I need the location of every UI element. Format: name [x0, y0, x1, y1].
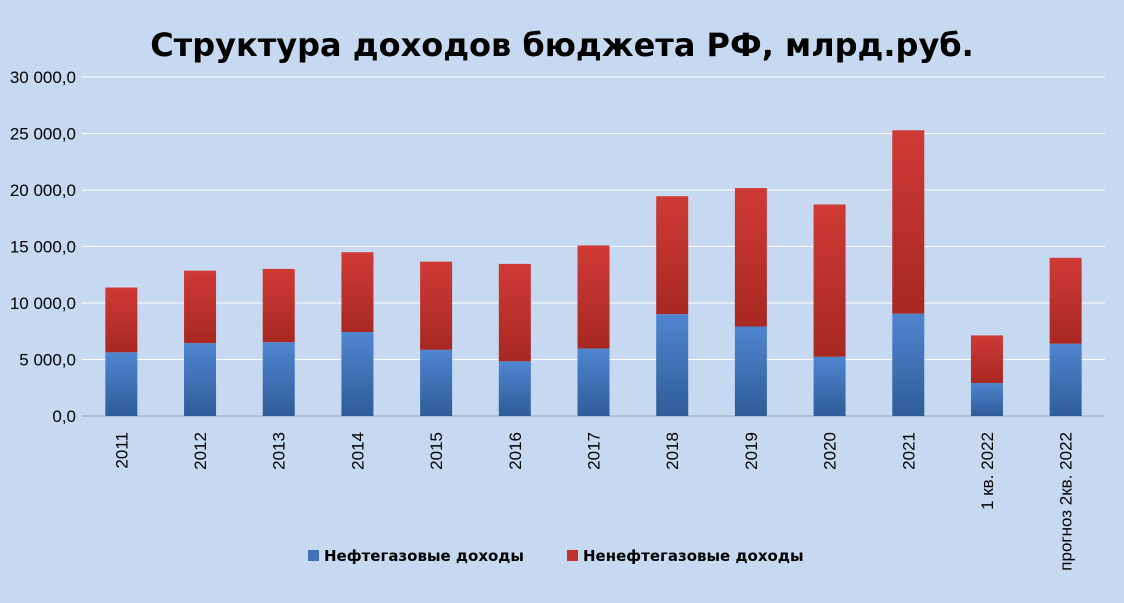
x-tick-label: 2014 — [348, 432, 367, 470]
bar-segment-oil-gas — [184, 343, 217, 416]
bar-segment-oil-gas — [498, 361, 531, 416]
bar-segment-oil-gas — [262, 342, 295, 416]
y-tick-label: 10 000,0 — [10, 294, 76, 313]
x-tick-label: 2020 — [821, 432, 840, 470]
bar-segment-non-oil-gas — [498, 263, 531, 362]
y-tick-label: 0,0 — [52, 407, 76, 426]
bar-segment-oil-gas — [420, 349, 453, 416]
x-tick-label: 2012 — [191, 432, 210, 470]
y-tick-label: 15 000,0 — [10, 238, 76, 257]
x-tick-label: 2021 — [899, 432, 918, 470]
x-tick-label: 2019 — [742, 432, 761, 470]
bar-segment-oil-gas — [105, 352, 138, 416]
x-tick-label: прогноз 2кв. 2022 — [1057, 432, 1076, 571]
y-tick-label: 5 000,0 — [19, 351, 76, 370]
y-tick-label: 20 000,0 — [10, 181, 76, 200]
bar-segment-non-oil-gas — [813, 204, 846, 357]
bar-segment-non-oil-gas — [892, 130, 925, 314]
bar-segment-oil-gas — [656, 314, 689, 416]
bars — [105, 130, 1082, 416]
bar-segment-non-oil-gas — [262, 268, 295, 343]
bar-segment-non-oil-gas — [734, 188, 767, 327]
y-axis-tick-labels: 0,0 5 000,0 10 000,0 15 000,0 20 000,0 25 000… — [10, 68, 76, 426]
bar-segment-oil-gas — [813, 356, 846, 416]
bar-segment-oil-gas — [341, 332, 374, 416]
legend-swatch — [308, 550, 319, 561]
legend-swatch — [567, 550, 578, 561]
legend-label: Ненефтегазовые доходы — [583, 547, 804, 565]
bar-segment-oil-gas — [970, 383, 1003, 416]
bar-segment-non-oil-gas — [184, 270, 217, 344]
x-tick-label: 2017 — [585, 432, 604, 470]
bar-segment-non-oil-gas — [341, 252, 374, 333]
x-axis-tick-labels: 2011 2012 2013 2014 2015 2016 2017 2018 2019 2020… — [112, 432, 1075, 571]
bar-segment-non-oil-gas — [105, 287, 138, 353]
chart-title: Структура доходов бюджета РФ, млрд.руб. — [150, 26, 974, 64]
x-tick-label: 1 кв. 2022 — [978, 432, 997, 510]
bar-segment-oil-gas — [734, 326, 767, 416]
legend: Нефтегазовые доходы Ненефтегазовые доходы — [308, 547, 804, 565]
x-tick-label: 2018 — [663, 432, 682, 470]
bar-segment-non-oil-gas — [970, 335, 1003, 384]
x-tick-label: 2013 — [270, 432, 289, 470]
x-tick-label: 2016 — [506, 432, 525, 470]
bar-segment-oil-gas — [577, 348, 610, 416]
y-tick-label: 25 000,0 — [10, 125, 76, 144]
bar-segment-non-oil-gas — [577, 245, 610, 349]
bar-segment-non-oil-gas — [420, 261, 453, 350]
legend-label: Нефтегазовые доходы — [324, 547, 524, 565]
x-tick-label: 2015 — [427, 432, 446, 470]
bar-segment-non-oil-gas — [1049, 257, 1082, 344]
bar-segment-oil-gas — [1049, 343, 1082, 416]
bar-segment-oil-gas — [892, 313, 925, 416]
x-tick-label: 2011 — [112, 432, 131, 469]
y-tick-label: 30 000,0 — [10, 68, 76, 87]
bar-segment-non-oil-gas — [656, 196, 689, 315]
